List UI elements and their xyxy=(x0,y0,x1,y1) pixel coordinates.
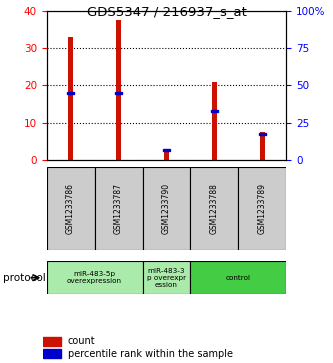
Text: GSM1233788: GSM1233788 xyxy=(210,183,219,234)
Bar xyxy=(163,150,170,151)
Bar xyxy=(143,261,190,294)
Text: GDS5347 / 216937_s_at: GDS5347 / 216937_s_at xyxy=(87,5,246,19)
Bar xyxy=(211,110,218,112)
Text: percentile rank within the sample: percentile rank within the sample xyxy=(68,348,233,359)
Text: count: count xyxy=(68,336,96,346)
Text: GSM1233786: GSM1233786 xyxy=(66,183,75,234)
Text: GSM1233787: GSM1233787 xyxy=(114,183,123,234)
Bar xyxy=(67,92,74,94)
Bar xyxy=(259,132,265,160)
Bar xyxy=(43,349,61,359)
Text: control: control xyxy=(226,275,251,281)
Text: GSM1233789: GSM1233789 xyxy=(258,183,267,234)
Bar xyxy=(238,167,286,250)
Bar xyxy=(190,261,286,294)
Bar xyxy=(43,337,61,346)
Bar xyxy=(115,92,122,94)
Bar xyxy=(68,37,74,160)
Bar xyxy=(95,167,143,250)
Bar xyxy=(211,82,217,160)
Text: miR-483-3
p overexpr
ession: miR-483-3 p overexpr ession xyxy=(147,268,186,288)
Bar xyxy=(164,148,169,160)
Bar xyxy=(190,167,238,250)
Text: protocol: protocol xyxy=(3,273,46,283)
Text: GSM1233790: GSM1233790 xyxy=(162,183,171,234)
Bar xyxy=(116,20,122,160)
Bar xyxy=(47,261,143,294)
Bar xyxy=(143,167,190,250)
Bar xyxy=(259,133,266,135)
Text: miR-483-5p
overexpression: miR-483-5p overexpression xyxy=(67,271,122,284)
Bar xyxy=(47,167,95,250)
